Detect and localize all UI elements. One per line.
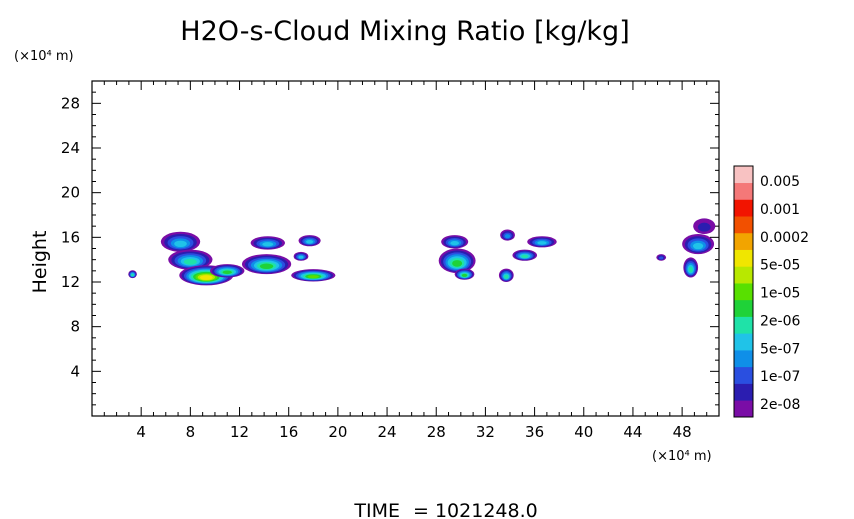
x-axis-unit: (×10⁴ m) — [652, 449, 712, 464]
colorbar-label: 0.001 — [760, 202, 800, 218]
cloud-level — [461, 273, 468, 277]
colorbar-label: 1e-07 — [760, 369, 800, 385]
y-tick-label: 8 — [70, 318, 80, 336]
cloud-level — [306, 240, 314, 244]
x-tick-label: 48 — [673, 423, 692, 441]
colorbar-label: 5e-07 — [760, 341, 800, 357]
colorbar-swatch — [734, 249, 753, 267]
colorbar-label: 2e-06 — [760, 313, 800, 329]
y-axis-label: Height — [29, 231, 51, 294]
colorbar-swatch — [734, 333, 753, 351]
colorbar-swatch — [734, 383, 753, 401]
colorbar-label: 5e-05 — [760, 258, 800, 274]
y-tick-label: 20 — [61, 184, 80, 202]
y-axis-unit: (×10⁴ m) — [14, 49, 74, 64]
y-tick-label: 28 — [61, 94, 80, 112]
colorbar-swatch — [734, 232, 753, 250]
x-tick-label: 24 — [378, 423, 397, 441]
y-tick-label: 24 — [61, 139, 80, 157]
colorbar-label: 0.0002 — [760, 230, 809, 246]
cloud-level — [307, 275, 319, 279]
cloud-field — [128, 218, 716, 286]
colorbar-swatch — [734, 166, 753, 184]
colorbar-swatch — [734, 316, 753, 334]
time-value: = 1021248.0 — [413, 500, 538, 519]
x-tick-label: 44 — [623, 423, 642, 441]
cloud-level — [298, 255, 304, 259]
x-tick-label: 4 — [136, 423, 146, 441]
colorbar-swatch — [734, 199, 753, 217]
chart-title: H2O-s-Cloud Mixing Ratio [kg/kg] — [180, 16, 629, 47]
x-tick-label: 16 — [279, 423, 298, 441]
x-tick-label: 40 — [574, 423, 593, 441]
colorbar-swatch — [734, 400, 753, 418]
colorbar-swatch — [734, 283, 753, 301]
x-tick-label: 36 — [525, 423, 544, 441]
x-tick-label: 8 — [186, 423, 196, 441]
colorbar-label: 0.005 — [760, 174, 800, 190]
cloud-level — [183, 258, 197, 265]
colorbar-swatch — [734, 266, 753, 284]
cloud-level — [452, 260, 463, 267]
colorbar-label: 1e-05 — [760, 286, 800, 302]
cloud-level — [659, 256, 664, 260]
colorbar-swatch — [734, 182, 753, 200]
x-tick-label: 32 — [476, 423, 495, 441]
cloud-level — [692, 242, 704, 250]
time-label: TIME — [353, 500, 400, 519]
cloud-level — [131, 273, 134, 277]
cloud-level — [174, 240, 187, 248]
x-tick-label: 12 — [230, 423, 249, 441]
cloud-level — [504, 234, 511, 239]
cloud-level — [259, 263, 274, 270]
cloud-level — [450, 240, 460, 246]
cloud-level — [222, 270, 232, 275]
cloud-level — [537, 241, 547, 245]
colorbar-label: 2e-08 — [760, 397, 800, 413]
x-tick-label: 28 — [427, 423, 446, 441]
colorbar-swatch — [734, 299, 753, 317]
colorbar-swatch — [734, 216, 753, 234]
cloud-level — [262, 242, 274, 247]
cloud-level — [199, 275, 213, 280]
colorbar-swatch — [734, 350, 753, 368]
cloud-level — [521, 254, 529, 258]
colorbar-frame — [733, 165, 754, 418]
y-tick-label: 16 — [61, 228, 80, 246]
y-tick-label: 4 — [70, 362, 80, 380]
cloud-level — [504, 274, 509, 279]
x-tick-label: 20 — [328, 423, 347, 441]
y-tick-label: 12 — [61, 273, 80, 291]
colorbar-swatch — [734, 366, 753, 384]
colorbar: 2e-08 1e-07 5e-07 2e-06 1e-05 5e-05 0.0002 0.00… — [733, 165, 809, 418]
cloud-level — [688, 266, 693, 273]
cloud-level — [697, 222, 711, 232]
